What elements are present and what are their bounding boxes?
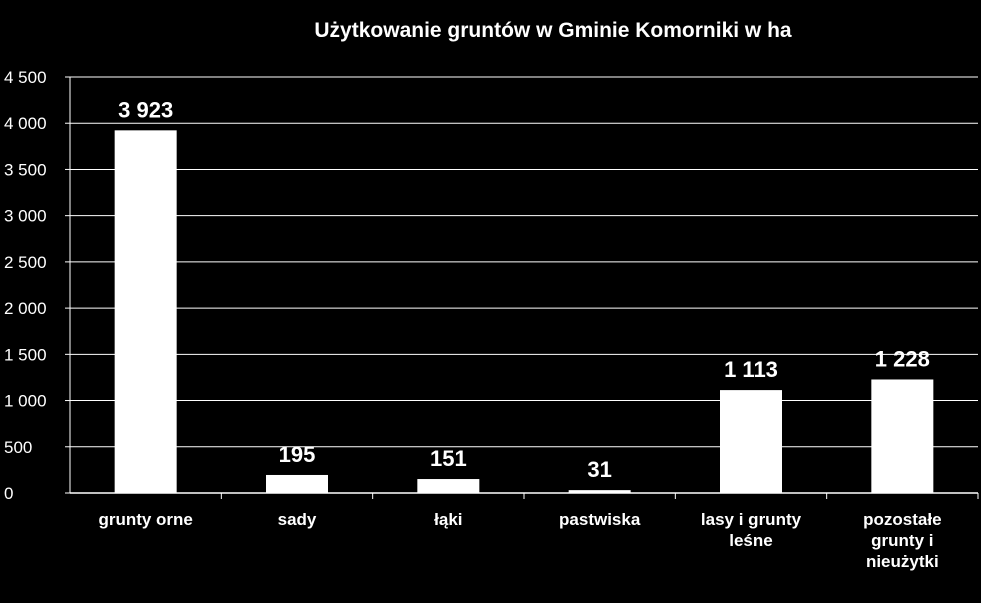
data-label: 31 (587, 457, 611, 482)
y-tick-label: 2 000 (4, 299, 47, 318)
data-labels: 3 923 195 151 31 1 113 1 228 (118, 97, 930, 482)
bar (568, 490, 631, 493)
x-tick-label: grunty orne (98, 510, 192, 529)
y-tick-label: 0 (4, 484, 13, 503)
bar (871, 379, 934, 493)
gridlines (69, 76, 978, 494)
x-axis-ticks: grunty orne sady łąki pastwiska lasy i grunt… (98, 493, 979, 571)
data-label: 1 113 (724, 357, 778, 382)
x-tick-label: sady (278, 510, 317, 529)
bar (417, 479, 480, 493)
chart-title: Użytkowanie gruntów w Gminie Komorniki w… (314, 19, 792, 42)
y-tick-label: 1 000 (4, 392, 47, 411)
data-label: 1 228 (875, 346, 930, 371)
bar (720, 390, 782, 493)
bar (266, 474, 328, 493)
x-tick-label: pastwiska (559, 510, 641, 529)
y-tick-label: 3 500 (4, 160, 47, 179)
y-tick-label: 4 500 (4, 68, 47, 87)
x-tick-label: lasy i grunty leśne (701, 510, 802, 550)
y-tick-label: 4 000 (4, 114, 47, 133)
data-label: 151 (430, 446, 467, 471)
y-tick-label: 500 (4, 438, 32, 457)
x-tick-label: łąki (434, 510, 462, 529)
y-tick-label: 3 000 (4, 207, 47, 226)
data-label: 195 (279, 442, 316, 467)
data-label: 3 923 (118, 97, 173, 122)
x-tick-label: pozostałe grunty i nieużytki (863, 510, 941, 571)
bars (114, 130, 934, 493)
y-axis-ticks: 0 500 1 000 1 500 2 000 2 500 3 000 3 500 4 000 4… (4, 68, 70, 503)
y-tick-label: 1 500 (4, 345, 47, 364)
bar (114, 130, 177, 493)
y-tick-label: 2 500 (4, 253, 47, 272)
